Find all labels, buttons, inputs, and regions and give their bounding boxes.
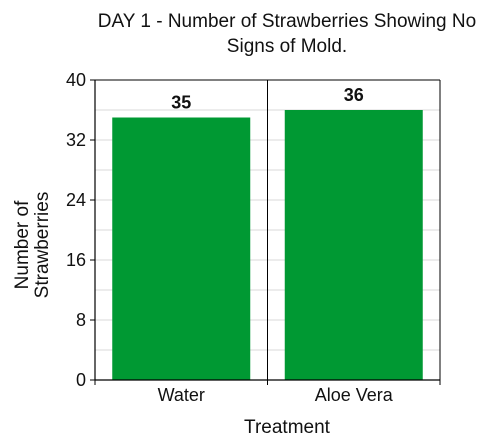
y-tick-label: 24 (66, 190, 86, 210)
x-axis-categories: Water Aloe Vera (158, 385, 394, 405)
y-tick-label: 32 (66, 130, 86, 150)
chart-title-line-1: DAY 1 - Number of Strawberries Showing N… (98, 11, 476, 32)
y-tick-label: 16 (66, 250, 86, 270)
y-axis-title-line-2: Strawberries (32, 192, 53, 299)
bar-water (112, 117, 251, 380)
y-tick-label: 40 (66, 70, 86, 90)
bar-aloe-vera (284, 110, 423, 380)
chart-title-line-2: Signs of Mold. (227, 36, 347, 57)
data-label: 36 (344, 85, 364, 105)
data-labels: 35 36 (171, 85, 364, 113)
x-axis-title: Treatment (244, 417, 331, 438)
y-tick-label: 8 (76, 310, 86, 330)
bars (112, 110, 423, 380)
x-tick-label: Aloe Vera (315, 385, 394, 405)
y-axis-ticks: 0 8 16 24 32 40 (66, 70, 441, 390)
data-label: 35 (171, 93, 191, 113)
y-axis-title-line-1: Number of (12, 200, 33, 289)
y-tick-label: 0 (76, 370, 86, 390)
x-tick-label: Water (158, 385, 205, 405)
